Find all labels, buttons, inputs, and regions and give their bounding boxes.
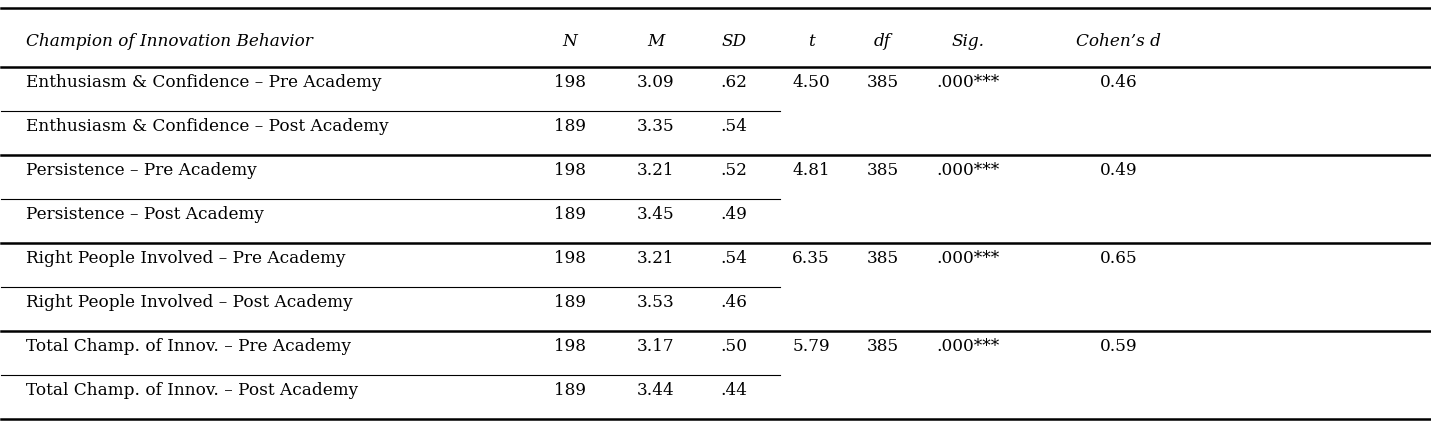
Text: .49: .49 bbox=[721, 206, 747, 223]
Text: 189: 189 bbox=[554, 206, 585, 223]
Text: 3.35: 3.35 bbox=[637, 118, 674, 135]
Text: 385: 385 bbox=[867, 250, 899, 267]
Text: 3.09: 3.09 bbox=[637, 74, 674, 91]
Text: 0.46: 0.46 bbox=[1099, 74, 1138, 91]
Text: .46: .46 bbox=[721, 294, 747, 311]
Text: 0.65: 0.65 bbox=[1099, 250, 1138, 267]
Text: 3.45: 3.45 bbox=[637, 206, 674, 223]
Text: t: t bbox=[809, 33, 814, 50]
Text: Persistence – Pre Academy: Persistence – Pre Academy bbox=[26, 162, 256, 179]
Text: df: df bbox=[874, 33, 892, 50]
Text: .000***: .000*** bbox=[937, 338, 1000, 355]
Text: Persistence – Post Academy: Persistence – Post Academy bbox=[26, 206, 263, 223]
Text: 189: 189 bbox=[554, 118, 585, 135]
Text: Total Champ. of Innov. – Post Academy: Total Champ. of Innov. – Post Academy bbox=[26, 382, 358, 399]
Text: .62: .62 bbox=[721, 74, 747, 91]
Text: 6.35: 6.35 bbox=[793, 250, 830, 267]
Text: 198: 198 bbox=[554, 250, 585, 267]
Text: 385: 385 bbox=[867, 338, 899, 355]
Text: .000***: .000*** bbox=[937, 250, 1000, 267]
Text: 0.59: 0.59 bbox=[1099, 338, 1138, 355]
Text: Sig.: Sig. bbox=[952, 33, 985, 50]
Text: 385: 385 bbox=[867, 74, 899, 91]
Text: 0.49: 0.49 bbox=[1099, 162, 1138, 179]
Text: 3.21: 3.21 bbox=[637, 250, 674, 267]
Text: Champion of Innovation Behavior: Champion of Innovation Behavior bbox=[26, 33, 312, 50]
Text: .000***: .000*** bbox=[937, 74, 1000, 91]
Text: .54: .54 bbox=[721, 118, 747, 135]
Text: .44: .44 bbox=[721, 382, 747, 399]
Text: 3.17: 3.17 bbox=[637, 338, 674, 355]
Text: 189: 189 bbox=[554, 382, 585, 399]
Text: 198: 198 bbox=[554, 74, 585, 91]
Text: .54: .54 bbox=[721, 250, 747, 267]
Text: Right People Involved – Post Academy: Right People Involved – Post Academy bbox=[26, 294, 352, 311]
Text: Right People Involved – Pre Academy: Right People Involved – Pre Academy bbox=[26, 250, 345, 267]
Text: Total Champ. of Innov. – Pre Academy: Total Champ. of Innov. – Pre Academy bbox=[26, 338, 351, 355]
Text: N: N bbox=[562, 33, 577, 50]
Text: SD: SD bbox=[721, 33, 747, 50]
Text: 198: 198 bbox=[554, 162, 585, 179]
Text: Cohen’s d: Cohen’s d bbox=[1076, 33, 1161, 50]
Text: .50: .50 bbox=[721, 338, 747, 355]
Text: 3.21: 3.21 bbox=[637, 162, 674, 179]
Text: 3.44: 3.44 bbox=[637, 382, 674, 399]
Text: Enthusiasm & Confidence – Pre Academy: Enthusiasm & Confidence – Pre Academy bbox=[26, 74, 381, 91]
Text: .000***: .000*** bbox=[937, 162, 1000, 179]
Text: 198: 198 bbox=[554, 338, 585, 355]
Text: 189: 189 bbox=[554, 294, 585, 311]
Text: M: M bbox=[647, 33, 664, 50]
Text: 4.81: 4.81 bbox=[793, 162, 830, 179]
Text: 3.53: 3.53 bbox=[637, 294, 674, 311]
Text: 5.79: 5.79 bbox=[793, 338, 830, 355]
Text: Enthusiasm & Confidence – Post Academy: Enthusiasm & Confidence – Post Academy bbox=[26, 118, 388, 135]
Text: 4.50: 4.50 bbox=[793, 74, 830, 91]
Text: .52: .52 bbox=[721, 162, 747, 179]
Text: 385: 385 bbox=[867, 162, 899, 179]
